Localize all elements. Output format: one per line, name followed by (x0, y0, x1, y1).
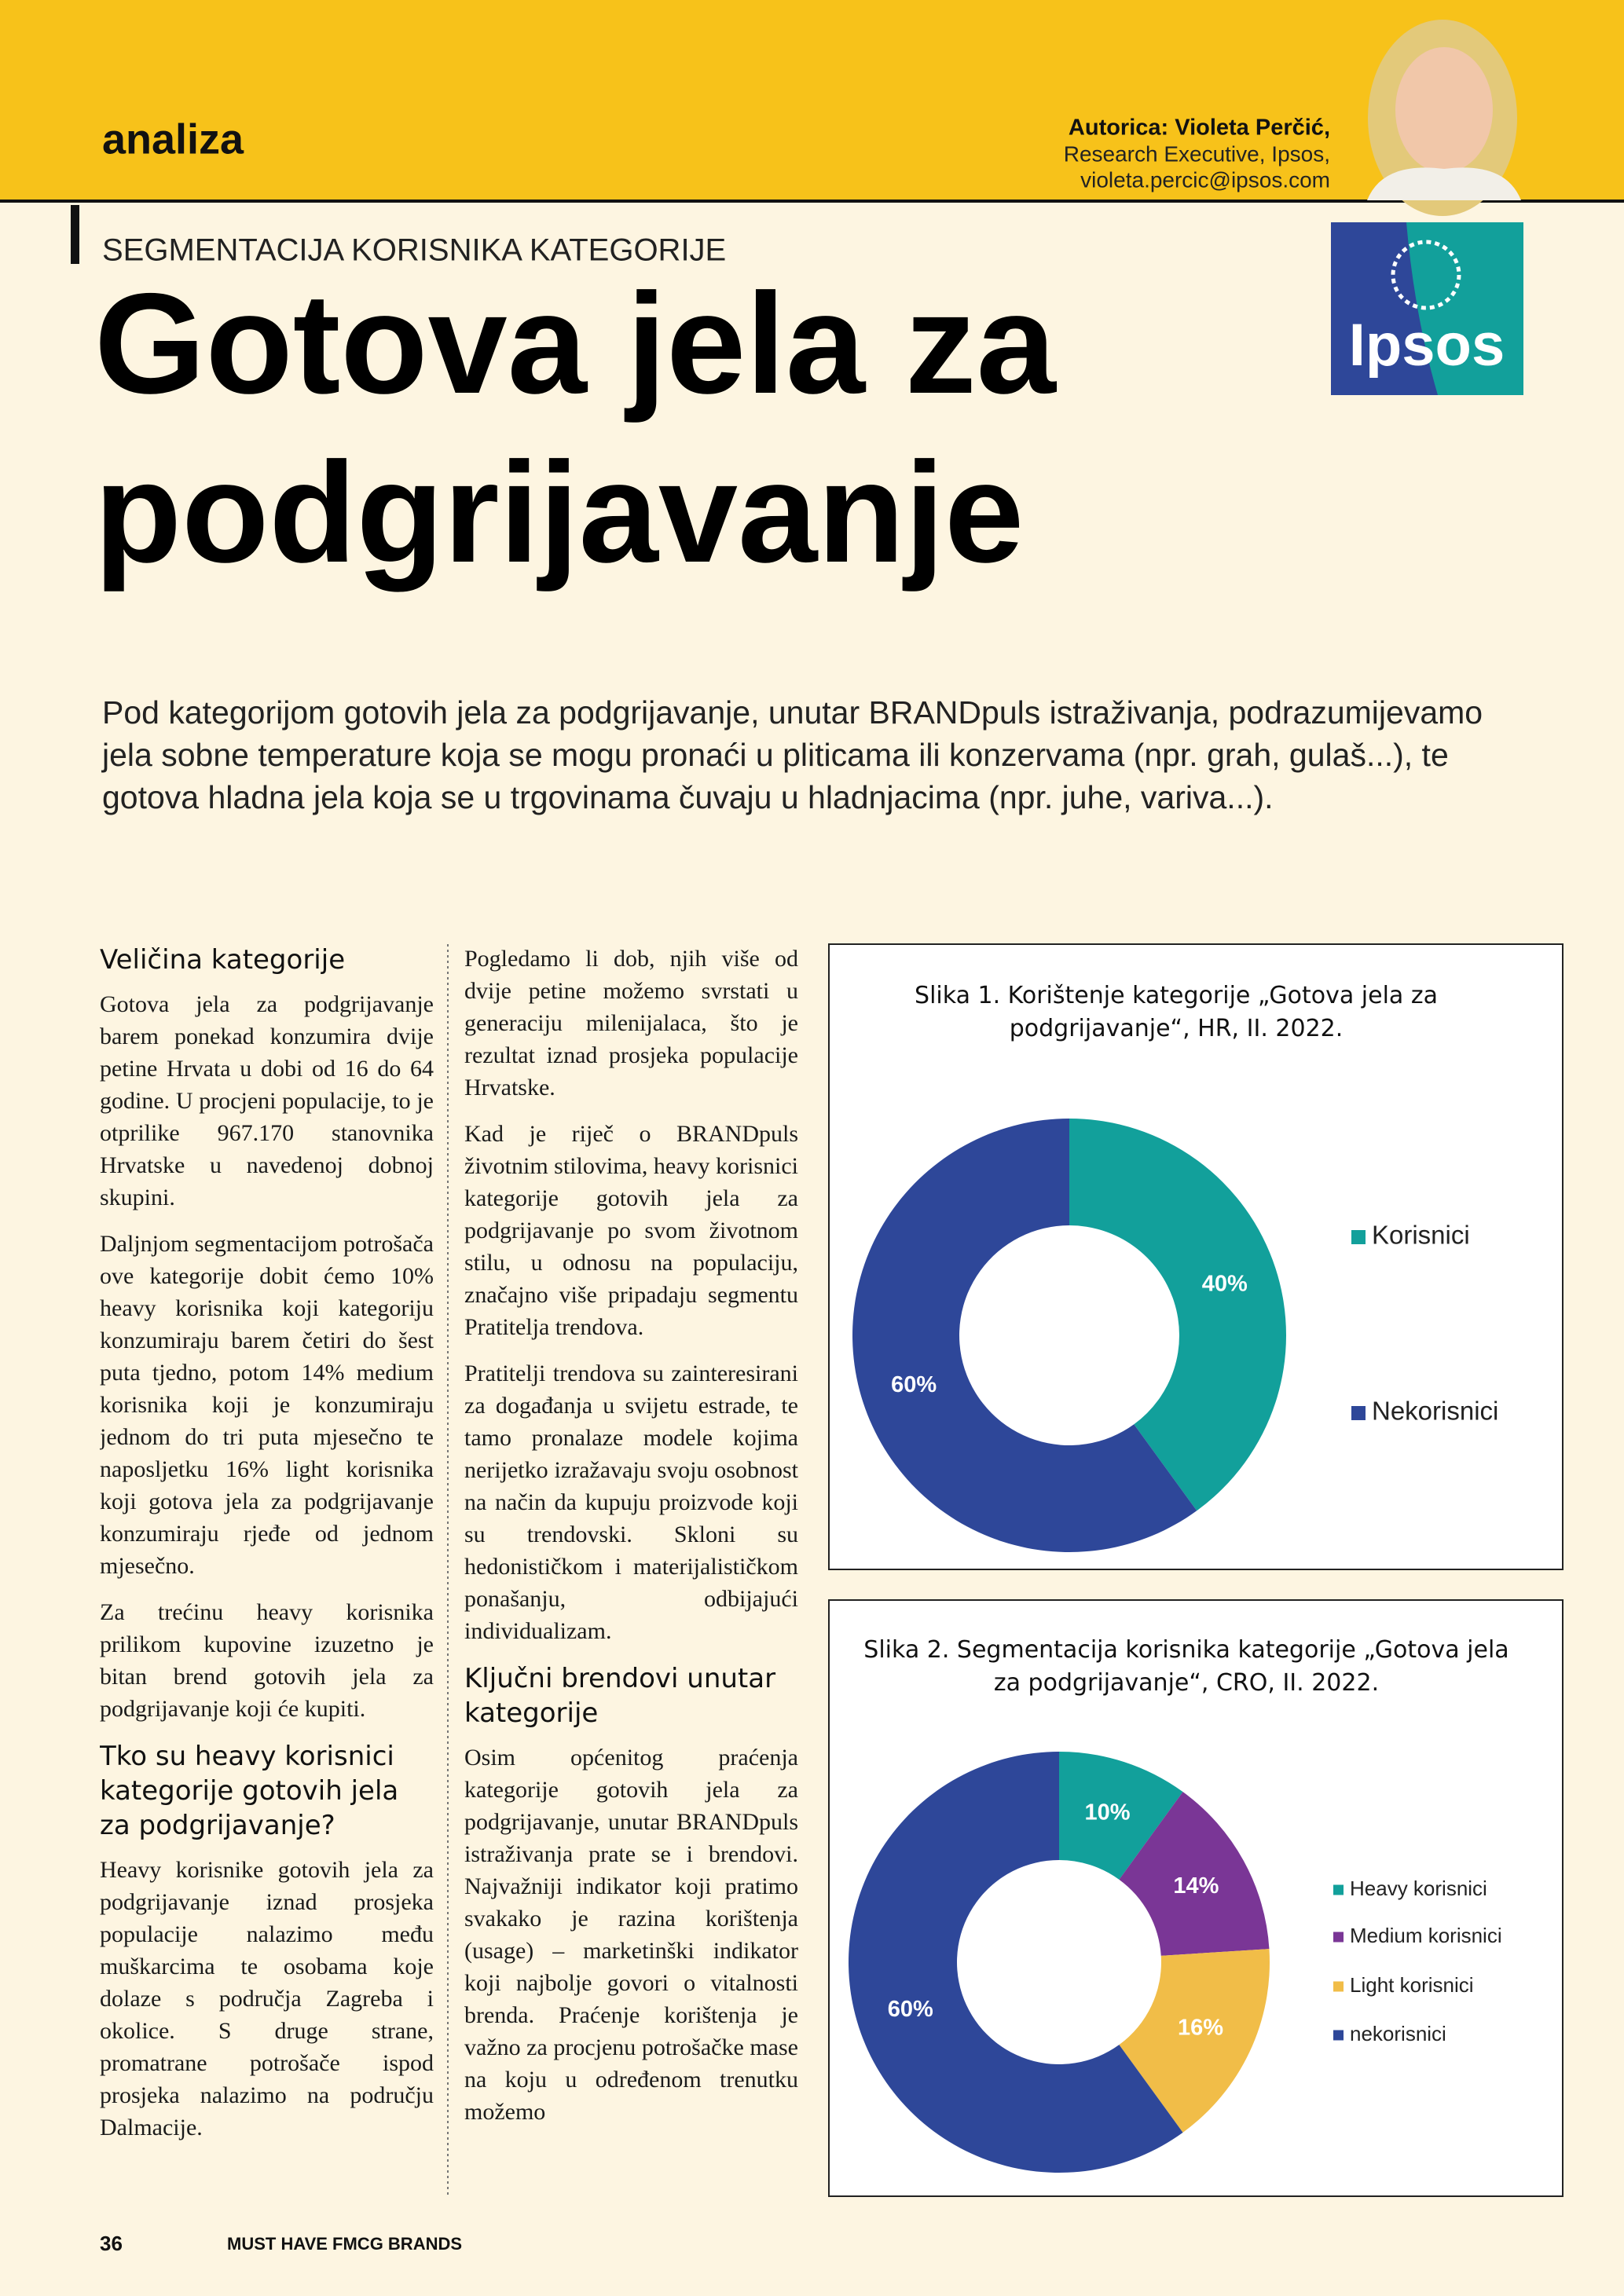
legend-swatch (1333, 1884, 1344, 1895)
data-label: 10% (1084, 1800, 1130, 1825)
author-role: Research Executive, Ipsos, (1064, 141, 1330, 166)
paragraph: Za trećinu heavy korisnika prilikom kupo… (100, 1599, 434, 1722)
subheading: Veličina kategorije (100, 944, 346, 976)
legend-label: Heavy korisnici (1350, 1877, 1487, 1900)
headline: Gotova jela za (94, 263, 1058, 423)
legend-swatch (1333, 1932, 1344, 1943)
paragraph: Heavy korisnike gotovih jela za podgrija… (100, 1857, 434, 2140)
data-label: 60% (888, 1997, 933, 2022)
column: Veličina kategorije Gotova jela za podgri… (100, 943, 434, 2199)
legend-swatch (1333, 2030, 1344, 2041)
logo-text: Ipsos (1349, 312, 1505, 379)
legend-label: Korisnici (1372, 1221, 1470, 1250)
subheading: Tko su heavy korisnici kategorije gotovi… (100, 1741, 399, 1841)
legend-swatch (1351, 1230, 1366, 1244)
donut-slice (1069, 1119, 1286, 1511)
donut-slice (1119, 1792, 1270, 1956)
legend-label: nekorisnici (1350, 2022, 1446, 2045)
section-label: analiza (102, 115, 244, 163)
chart-title: Slika 1. Korištenje kategorije „Gotova j… (915, 982, 1438, 1042)
data-label: 40% (1202, 1271, 1248, 1296)
paragraph: Daljnjom segmentacijom potrošača ove kat… (100, 1231, 434, 1579)
author-photo (1367, 20, 1521, 216)
donut-slice (1119, 1949, 1270, 2133)
donut-slice (852, 1119, 1197, 1553)
data-label: 60% (891, 1372, 937, 1397)
page-number: 36 (100, 2232, 123, 2255)
paragraph: Kad je riječ o BRANDpuls životnim stilov… (464, 1121, 798, 1340)
intro: Pod kategorijom gotovih jela za podgrija… (102, 694, 1483, 815)
headline: podgrijavanje (94, 432, 1024, 592)
data-label: 16% (1178, 2015, 1223, 2040)
paragraph: Gotova jela za podgrijavanje barem ponek… (100, 991, 434, 1210)
kicker: SEGMENTACIJA KORISNIKA KATEGORIJE (102, 233, 726, 268)
column: Pogledamo li dob, njih više od dvije pet… (464, 943, 798, 2199)
paragraph: Pogledamo li dob, njih više od dvije pet… (464, 946, 798, 1100)
legend-label: Nekorisnici (1372, 1397, 1498, 1426)
publication: MUST HAVE FMCG BRANDS (227, 2234, 462, 2254)
legend-label: Medium korisnici (1350, 1924, 1502, 1947)
data-label: 14% (1173, 1873, 1219, 1899)
paragraph: Pratitelji trendova su zainteresirani za… (464, 1360, 798, 1644)
author-name: Autorica: Violeta Perčić, (1069, 115, 1330, 141)
kicker-bar (71, 205, 79, 264)
donut-slice (1059, 1752, 1183, 1880)
chart-title: Slika 2. Segmentacija korisnika kategori… (863, 1636, 1509, 1697)
header-band (0, 0, 1624, 200)
legend-swatch (1351, 1406, 1366, 1420)
paragraph: Osim općenitog praćenja kategorije gotov… (464, 1745, 798, 2125)
legend-label: Light korisnici (1350, 1973, 1474, 1997)
legend-swatch (1333, 1981, 1344, 1992)
ipsos-logo: Ipsos (1331, 222, 1523, 395)
subheading: Ključni brendovi unutar kategorije (464, 1663, 776, 1729)
author-email: violeta.percic@ipsos.com (1080, 167, 1330, 192)
donut-slice (849, 1752, 1183, 2173)
